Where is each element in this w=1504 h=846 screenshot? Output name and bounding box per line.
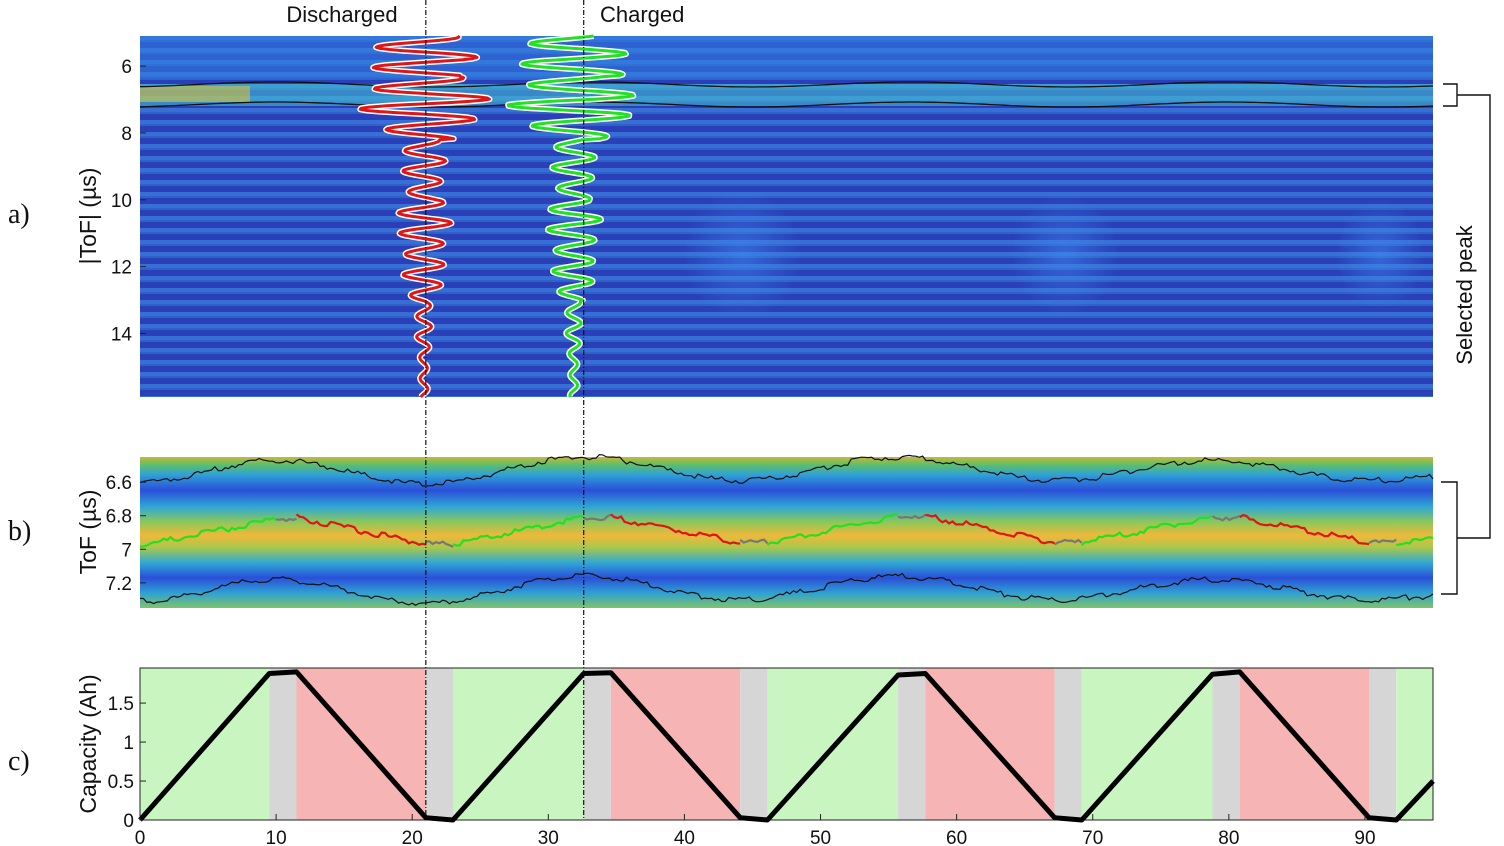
panel-a-ylabel: |ToF| (µs) — [75, 168, 101, 265]
panel-c-xtick-label: 80 — [1218, 828, 1239, 846]
panel-b-traces — [139, 453, 1434, 606]
panel-a-waveform-charged — [506, 34, 635, 398]
panel-b-peak-track-charge — [766, 512, 899, 546]
panel-b-ytick-label: 6.6 — [106, 473, 132, 494]
panel-a-y-axis: 6 8 10 12 14 — [111, 57, 146, 345]
panel-b-ylabel: ToF (µs) — [75, 490, 101, 575]
panel-c-xtick-label: 30 — [538, 828, 559, 846]
panel-c-capacity-series — [138, 669, 1435, 823]
panel-b-upper-envelope — [139, 453, 1434, 487]
panel-c-band-rest — [898, 668, 926, 820]
panel-b-peak-track-charge — [1396, 536, 1434, 547]
selected-peak-label: Selected peak — [1452, 224, 1477, 364]
panel-a: 6 8 10 12 14 |ToF| (µs) a) Discharged Charge… — [8, 2, 1434, 399]
panel-b-peak-track-discharge — [610, 513, 741, 545]
panel-a-waveform-discharged — [358, 34, 491, 398]
panel-a-envelope-upper — [139, 81, 1434, 88]
panel-a-ytick-label: 8 — [121, 124, 132, 145]
panel-b-peak-track-rest — [1368, 538, 1397, 544]
time-marker-lines — [425, 0, 585, 820]
panel-b-peak-track-rest — [897, 513, 926, 520]
annotation-charged: Charged — [600, 2, 684, 27]
panel-c-ytick-label: 0 — [123, 811, 134, 832]
panel-c-xtick-label: 40 — [674, 828, 695, 846]
annotation-discharged: Discharged — [286, 2, 397, 27]
panel-c-band-charge — [1396, 668, 1433, 820]
panel-b-peak-track-rest — [275, 517, 297, 523]
panel-c-band-rest — [425, 668, 453, 820]
panel-b-peak-track-rest — [425, 540, 454, 548]
panel-b-y-axis: 6.6 6.8 7 7.2 — [106, 473, 146, 595]
panel-c: 0 0.5 1 1.5 0 10 20 30 40 50 60 70 80 90 Capacity (Ah… — [8, 667, 1435, 846]
panel-b-peak-track-rest — [1211, 514, 1241, 522]
panel-b-peak-track-discharge — [295, 513, 427, 546]
panel-c-ytick-label: 1.5 — [108, 694, 134, 715]
panel-c-band-rest — [583, 668, 611, 820]
panel-a-ytick-label: 6 — [121, 57, 132, 78]
panel-c-band-rest — [1054, 668, 1082, 820]
panel-c-band-rest — [1212, 668, 1240, 820]
panel-c-frame — [139, 667, 1434, 821]
panel-c-xtick-label: 0 — [135, 828, 146, 846]
panel-a-waveforms — [357, 33, 637, 399]
panel-c-band-rest — [269, 668, 297, 820]
panel-b-peak-track-charge — [1081, 514, 1214, 547]
panel-b-ytick-label: 7.2 — [106, 574, 132, 595]
panel-b-peak-track-rest — [1054, 538, 1083, 546]
panel-a-blob — [682, 190, 802, 320]
panel-b-lower-envelope — [139, 572, 1434, 606]
panel-a-hotspot — [140, 86, 250, 102]
bracket-bottom — [1441, 481, 1458, 595]
panel-b-peak-track-rest — [583, 513, 612, 522]
panel-b-ytick-label: 6.8 — [106, 507, 132, 528]
panel-b-heatmap-bg — [140, 457, 1433, 608]
panel-c-axes: 0 0.5 1 1.5 0 10 20 30 40 50 60 70 80 90 — [108, 694, 1376, 846]
panel-a-envelope-lower — [139, 101, 1434, 108]
panel-c-band-rest — [740, 668, 768, 820]
panel-b-peak-track-discharge — [1239, 513, 1370, 546]
panel-a-ytick-label: 14 — [111, 324, 133, 345]
panel-c-xtick-label: 50 — [810, 828, 831, 846]
selected-peak-bracket: Selected peak — [1441, 83, 1491, 595]
panel-b-peak-track-rest — [739, 538, 769, 544]
panel-c-xtick-label: 90 — [1354, 828, 1375, 846]
panel-c-xtick-label: 70 — [1082, 828, 1103, 846]
panel-b: 6.6 6.8 7 7.2 ToF (µs) b) — [8, 453, 1434, 608]
panel-b-ytick-label: 7 — [121, 540, 132, 561]
panel-c-xtick-label: 20 — [402, 828, 423, 846]
panel-a-peak-envelopes — [139, 81, 1434, 108]
panel-c-capacity-line — [138, 669, 1435, 823]
panel-b-tag: b) — [8, 516, 31, 547]
panel-c-xtick-label: 60 — [946, 828, 967, 846]
panel-c-tag: c) — [8, 746, 30, 777]
panel-a-blob — [1335, 200, 1425, 310]
bracket-top — [1443, 83, 1491, 539]
panel-a-blob — [1010, 195, 1120, 315]
panel-b-peak-track-charge — [139, 516, 277, 548]
panel-c-band-rest — [1369, 668, 1397, 820]
panel-c-ytick-label: 1 — [123, 733, 134, 754]
panel-a-tag: a) — [8, 199, 30, 230]
panel-c-ylabel: Capacity (Ah) — [75, 674, 101, 813]
panel-b-peak-track-charge — [452, 514, 584, 547]
panel-c-xtick-label: 10 — [266, 828, 287, 846]
panel-a-ytick-label: 12 — [111, 258, 132, 279]
panel-a-top-band — [140, 36, 1433, 80]
panel-a-ytick-label: 10 — [111, 191, 132, 212]
panel-b-peak-track-discharge — [925, 513, 1055, 545]
panel-c-ytick-label: 0.5 — [108, 772, 134, 793]
